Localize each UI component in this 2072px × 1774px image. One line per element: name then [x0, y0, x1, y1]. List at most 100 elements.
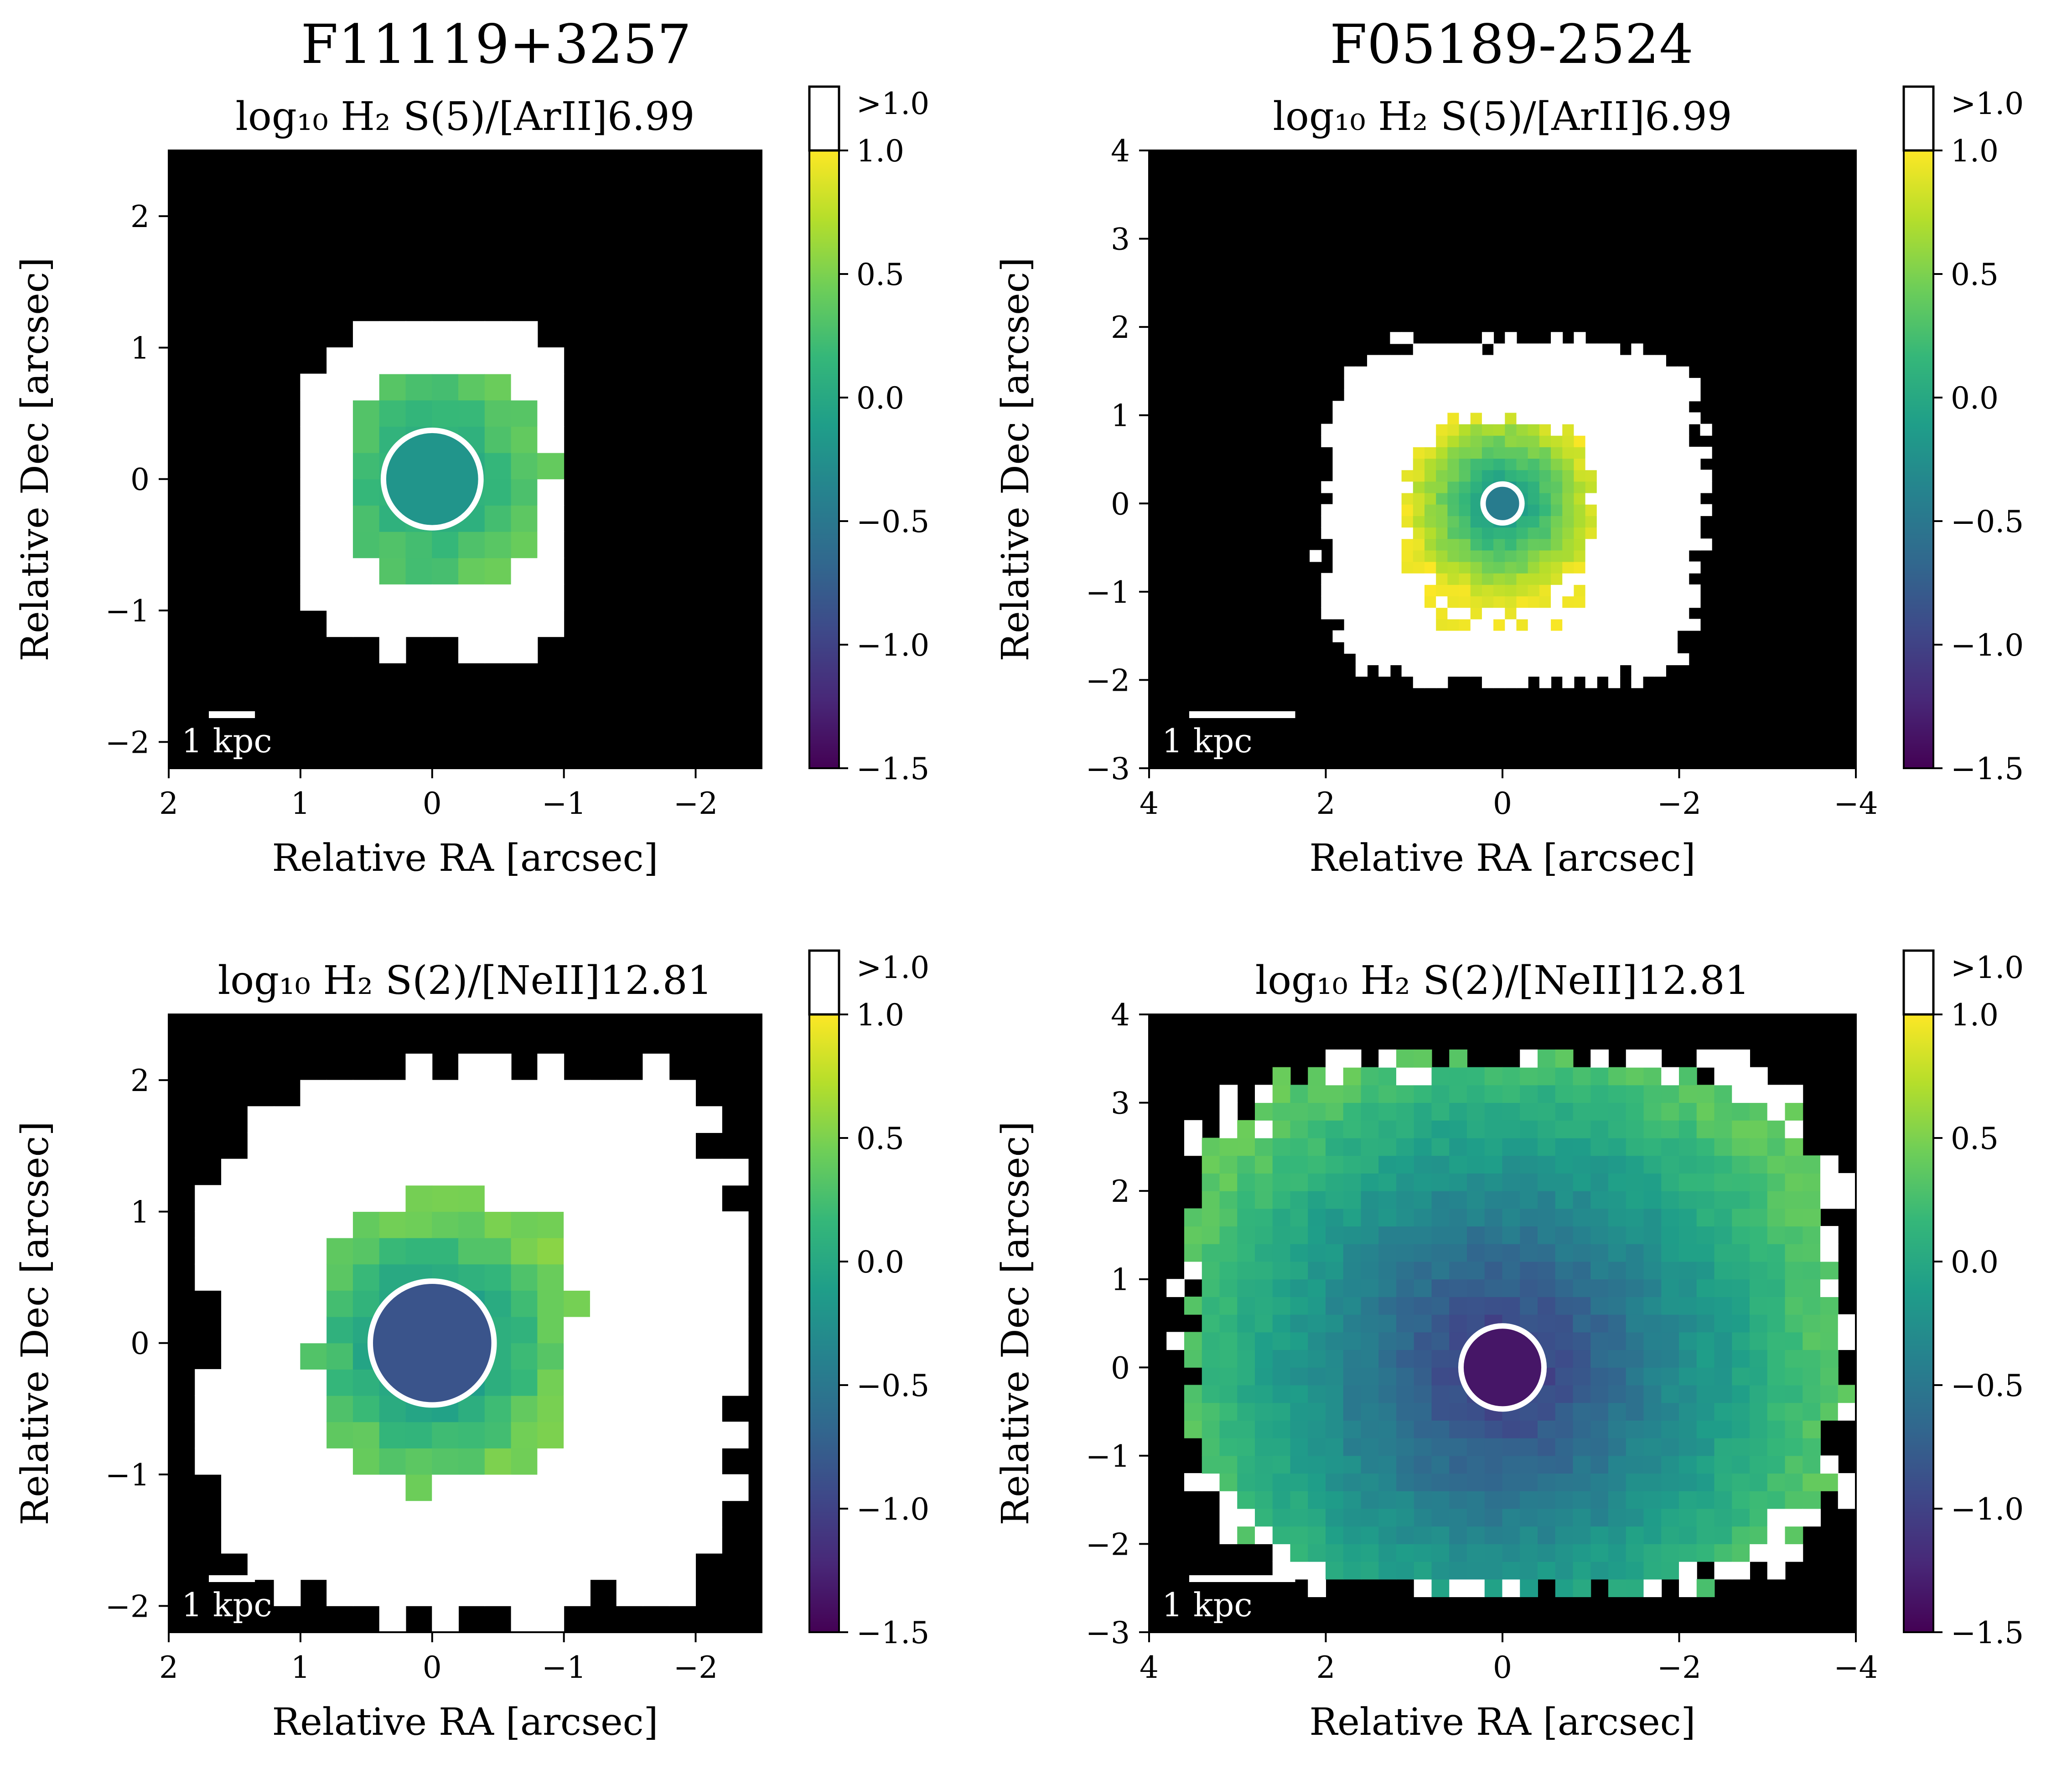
map-pixel [379, 400, 406, 427]
x-tick-label: 0 [1493, 1650, 1512, 1685]
map-pixel [484, 1106, 512, 1133]
map-pixel [1538, 1138, 1556, 1156]
map-pixel [195, 1448, 222, 1475]
map-pixel [1484, 1420, 1503, 1438]
map-pixel [1484, 1173, 1503, 1191]
map-pixel [1272, 1190, 1291, 1209]
map-pixel [1520, 1473, 1538, 1491]
map-pixel [1459, 653, 1471, 666]
map-pixel [1555, 1579, 1574, 1598]
map-pixel [1344, 492, 1356, 505]
map-pixel [1390, 355, 1402, 367]
map-pixel [1555, 1526, 1574, 1544]
map-pixel [300, 479, 327, 506]
map-pixel [1378, 1049, 1397, 1068]
map-pixel [1484, 1508, 1503, 1527]
map-pixel [326, 373, 353, 401]
map-pixel [1502, 1155, 1521, 1174]
map-pixel [642, 1290, 670, 1317]
map-pixel [1608, 1138, 1627, 1156]
map-pixel [1343, 1296, 1362, 1315]
map-pixel [1431, 1455, 1450, 1474]
map-pixel [1449, 1526, 1467, 1544]
map-pixel [1714, 1367, 1733, 1386]
map-pixel [1555, 1508, 1574, 1527]
map-pixel [1555, 1438, 1574, 1456]
map-pixel [669, 1237, 696, 1265]
map-pixel [1470, 515, 1482, 528]
map-pixel [1396, 1155, 1414, 1174]
map-pixel [1803, 1438, 1821, 1456]
map-pixel [1696, 1085, 1715, 1103]
map-pixel [590, 1422, 617, 1448]
map-pixel [1505, 550, 1517, 562]
map-pixel [1585, 653, 1597, 666]
map-pixel [1481, 446, 1494, 459]
map-pixel [1689, 446, 1701, 459]
map-pixel [590, 1395, 617, 1422]
map-pixel [1596, 401, 1609, 413]
map-pixel [1436, 424, 1448, 436]
y-tick-label: 0 [1111, 486, 1130, 522]
map-pixel [1596, 343, 1609, 356]
map-pixel [1343, 1561, 1362, 1580]
map-pixel [1590, 1085, 1609, 1103]
map-pixel [1401, 332, 1414, 344]
nuclear-aperture [380, 427, 484, 531]
map-pixel [1767, 1243, 1786, 1262]
map-pixel [1520, 1120, 1538, 1138]
map-pixel [405, 1237, 433, 1265]
map-pixel [1202, 1279, 1220, 1297]
map-pixel [1343, 1138, 1362, 1156]
map-pixel [1378, 470, 1391, 482]
map-pixel [432, 1500, 459, 1527]
map-pixel [1732, 1279, 1750, 1297]
map-pixel [1732, 1438, 1750, 1456]
map-pixel [1767, 1173, 1786, 1191]
map-pixel [1308, 1279, 1326, 1297]
map-pixel [1689, 470, 1701, 482]
map-pixel [1481, 665, 1494, 677]
map-pixel [352, 505, 380, 532]
map-pixel [1470, 389, 1482, 402]
map-pixel [1654, 561, 1666, 574]
map-pixel [1332, 412, 1345, 424]
map-pixel [1551, 343, 1563, 356]
map-pixel [1528, 573, 1540, 585]
map-pixel [1367, 527, 1379, 539]
map-pixel [326, 1237, 353, 1265]
map-pixel [1447, 366, 1460, 378]
map-pixel [1631, 366, 1643, 378]
map-pixel [1590, 1190, 1609, 1209]
map-pixel [1574, 653, 1586, 666]
map-pixel [1401, 527, 1414, 539]
map-pixel [1255, 1226, 1273, 1244]
map-pixel [1219, 1367, 1238, 1386]
map-pixel [1481, 619, 1494, 631]
map-pixel [379, 610, 406, 637]
map-pixel [1785, 1314, 1803, 1333]
map-pixel [1321, 424, 1333, 436]
map-pixel [1838, 1490, 1856, 1509]
map-pixel [1219, 1526, 1238, 1544]
map-pixel [379, 373, 406, 401]
map-pixel [1361, 1508, 1379, 1527]
map-pixel [1677, 470, 1689, 482]
map-pixel [1803, 1385, 1821, 1403]
map-pixel [1608, 1314, 1627, 1333]
map-pixel [590, 1448, 617, 1475]
map-pixel [300, 1159, 327, 1186]
map-pixel [1528, 412, 1540, 424]
map-pixel [669, 1159, 696, 1186]
map-pixel [1665, 504, 1678, 516]
map-pixel [1505, 607, 1517, 620]
map-pixel [1321, 435, 1333, 447]
map-pixel [1272, 1208, 1291, 1227]
map-pixel [1608, 527, 1621, 539]
map-pixel [669, 1553, 696, 1580]
map-pixel [511, 1080, 538, 1107]
plot-area [1149, 150, 1856, 768]
map-pixel [1714, 1120, 1733, 1138]
map-pixel [1414, 1208, 1432, 1227]
colorbar-tick-label: −1.5 [1951, 751, 2024, 786]
